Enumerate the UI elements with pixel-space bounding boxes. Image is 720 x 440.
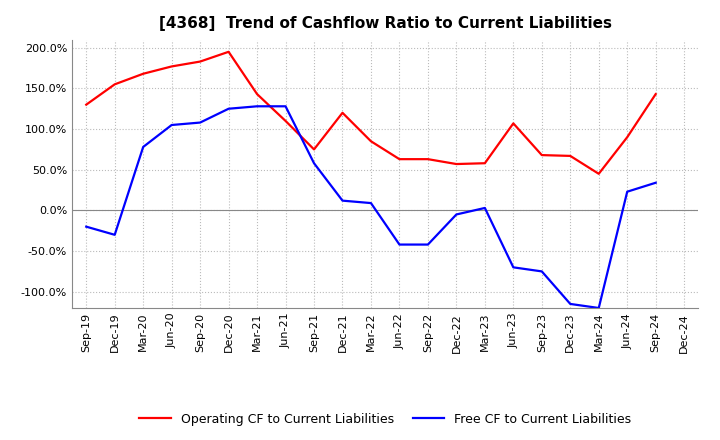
Free CF to Current Liabilities	[110, 232, 119, 238]
Operating CF to Current Liabilities	[509, 121, 518, 126]
Operating CF to Current Liabilities	[623, 135, 631, 140]
Operating CF to Current Liabilities	[566, 153, 575, 158]
Title: [4368]  Trend of Cashflow Ratio to Current Liabilities: [4368] Trend of Cashflow Ratio to Curren…	[158, 16, 612, 32]
Operating CF to Current Liabilities	[196, 59, 204, 64]
Free CF to Current Liabilities	[395, 242, 404, 247]
Free CF to Current Liabilities	[310, 161, 318, 166]
Operating CF to Current Liabilities	[423, 157, 432, 162]
Free CF to Current Liabilities	[167, 122, 176, 128]
Free CF to Current Liabilities	[82, 224, 91, 229]
Operating CF to Current Liabilities	[139, 71, 148, 77]
Line: Operating CF to Current Liabilities: Operating CF to Current Liabilities	[86, 52, 656, 174]
Free CF to Current Liabilities	[509, 265, 518, 270]
Free CF to Current Liabilities	[225, 106, 233, 111]
Free CF to Current Liabilities	[537, 269, 546, 274]
Operating CF to Current Liabilities	[282, 118, 290, 124]
Free CF to Current Liabilities	[623, 189, 631, 194]
Operating CF to Current Liabilities	[652, 92, 660, 97]
Operating CF to Current Liabilities	[480, 161, 489, 166]
Operating CF to Current Liabilities	[82, 102, 91, 107]
Free CF to Current Liabilities	[338, 198, 347, 203]
Free CF to Current Liabilities	[366, 201, 375, 206]
Legend: Operating CF to Current Liabilities, Free CF to Current Liabilities: Operating CF to Current Liabilities, Fre…	[135, 407, 636, 431]
Line: Free CF to Current Liabilities: Free CF to Current Liabilities	[86, 106, 656, 308]
Free CF to Current Liabilities	[652, 180, 660, 185]
Operating CF to Current Liabilities	[338, 110, 347, 115]
Operating CF to Current Liabilities	[110, 82, 119, 87]
Free CF to Current Liabilities	[139, 144, 148, 150]
Free CF to Current Liabilities	[566, 301, 575, 307]
Free CF to Current Liabilities	[480, 205, 489, 211]
Operating CF to Current Liabilities	[310, 147, 318, 152]
Free CF to Current Liabilities	[595, 305, 603, 311]
Operating CF to Current Liabilities	[225, 49, 233, 55]
Operating CF to Current Liabilities	[595, 171, 603, 176]
Free CF to Current Liabilities	[423, 242, 432, 247]
Operating CF to Current Liabilities	[537, 152, 546, 158]
Operating CF to Current Liabilities	[366, 139, 375, 144]
Operating CF to Current Liabilities	[395, 157, 404, 162]
Free CF to Current Liabilities	[253, 104, 261, 109]
Operating CF to Current Liabilities	[167, 64, 176, 69]
Operating CF to Current Liabilities	[253, 92, 261, 97]
Free CF to Current Liabilities	[196, 120, 204, 125]
Operating CF to Current Liabilities	[452, 161, 461, 167]
Free CF to Current Liabilities	[452, 212, 461, 217]
Free CF to Current Liabilities	[282, 104, 290, 109]
